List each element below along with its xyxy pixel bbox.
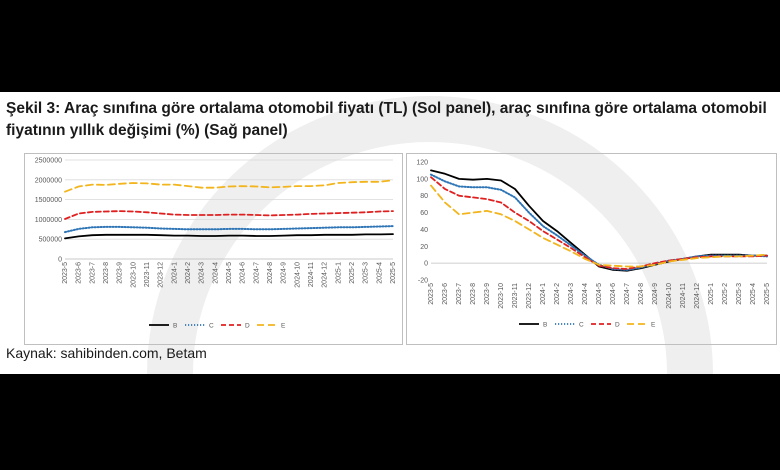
x-tick-label: 2025-2 — [349, 262, 356, 284]
source-note: Kaynak: sahibinden.com, Betam — [6, 345, 207, 361]
background-watermark-arc — [147, 96, 713, 374]
x-tick-label: 2024-3 — [568, 283, 575, 305]
y-tick-label: 80 — [420, 193, 428, 200]
legend-label-C: C — [209, 323, 214, 330]
x-tick-label: 2023-5 — [62, 262, 69, 284]
series-line-D — [64, 210, 394, 220]
x-tick-label: 2025-1 — [335, 262, 342, 284]
y-tick-label: 0 — [58, 257, 62, 264]
figure-frame: Şekil 3: Araç sınıfına göre ortalama oto… — [0, 92, 780, 374]
x-tick-label: 2023-11 — [144, 262, 151, 287]
x-tick-label: 2023-9 — [117, 262, 124, 284]
x-tick-label: 2024-10 — [294, 262, 301, 288]
y-tick-label: 0 — [424, 261, 428, 268]
legend-label-B: B — [173, 323, 177, 330]
x-tick-label: 2024-11 — [308, 262, 315, 287]
y-tick-label: 20 — [420, 244, 428, 251]
y-tick-label: 500000 — [39, 237, 62, 244]
x-tick-label: 2024-8 — [267, 262, 274, 284]
x-tick-label: 2023-10 — [498, 283, 505, 309]
x-tick-label: 2025-2 — [722, 283, 729, 305]
legend-label-D: D — [615, 322, 620, 329]
series-line-C — [64, 225, 394, 234]
x-tick-label: 2023-6 — [76, 262, 83, 284]
left-panel-chart: 0 500000 1000000 1500000 2000000 2500000 2023-… — [24, 153, 403, 345]
x-tick-label: 2024-2 — [554, 283, 561, 305]
figure-title: Şekil 3: Araç sınıfına göre ortalama oto… — [6, 100, 767, 139]
price-line-chart: 0 500000 1000000 1500000 2000000 2500000 2023-… — [35, 158, 397, 330]
x-tick-label: 2023-12 — [526, 283, 533, 309]
x-tick-label: 2024-1 — [171, 262, 178, 284]
x-tick-label: 2025-1 — [708, 283, 715, 305]
y-tick-label: 100 — [416, 176, 428, 183]
x-tick-label: 2023-11 — [512, 283, 519, 308]
x-tick-label: 2023-8 — [103, 262, 110, 284]
x-tick-label: 2024-2 — [185, 262, 192, 284]
x-tick-label: 2024-5 — [226, 262, 233, 284]
y-tick-label: 1000000 — [35, 217, 62, 224]
legend-label-B: B — [543, 322, 547, 329]
series-line-E — [430, 184, 768, 268]
x-tick-label: 2024-9 — [652, 283, 659, 305]
x-tick-label: 2024-10 — [666, 283, 673, 309]
x-tick-label: 2024-9 — [281, 262, 288, 284]
annual-change-line-chart: -20 0 20 40 60 80 100 120 2023-5 2023-6 2023-7 2023… — [416, 160, 771, 329]
x-tick-label: 2025-4 — [376, 262, 383, 284]
x-tick-label: 2023-7 — [89, 262, 96, 284]
right-panel-chart: -20 0 20 40 60 80 100 120 2023-5 2023-6 2023-7 2023… — [406, 153, 777, 345]
x-tick-label: 2024-3 — [199, 262, 206, 284]
x-tick-label: 2023-10 — [130, 262, 137, 288]
x-tick-label: 2024-6 — [240, 262, 247, 284]
x-tick-label: 2024-5 — [596, 283, 603, 305]
x-tick-label: 2023-6 — [442, 283, 449, 305]
x-tick-label: 2024-4 — [582, 283, 589, 305]
x-tick-label: 2024-4 — [212, 262, 219, 284]
y-tick-label: 2000000 — [35, 177, 62, 184]
x-tick-label: 2024-7 — [624, 283, 631, 305]
x-tick-label: 2024-11 — [680, 283, 687, 308]
legend-label-E: E — [281, 323, 286, 330]
x-tick-label: 2024-7 — [253, 262, 260, 284]
y-tick-label: 120 — [416, 160, 428, 167]
x-tick-label: 2025-3 — [363, 262, 370, 284]
y-tick-label: 1500000 — [35, 197, 62, 204]
x-tick-label: 2024-8 — [638, 283, 645, 305]
x-tick-label: 2025-3 — [736, 283, 743, 305]
x-tick-label: 2023-9 — [484, 283, 491, 305]
x-tick-label: 2023-12 — [158, 262, 165, 288]
x-tick-label: 2025-5 — [390, 262, 397, 284]
x-tick-label: 2024-6 — [610, 283, 617, 305]
y-tick-label: 60 — [420, 210, 428, 217]
x-tick-label: 2024-1 — [540, 283, 547, 305]
x-tick-label: 2025-5 — [764, 283, 771, 305]
x-tick-label: 2023-8 — [470, 283, 477, 305]
x-tick-label: 2023-7 — [456, 283, 463, 305]
legend-label-D: D — [245, 323, 250, 330]
x-tick-label: 2024-12 — [322, 262, 329, 288]
x-tick-label: 2023-5 — [428, 283, 435, 305]
y-tick-label: -20 — [418, 278, 428, 285]
series-line-E — [64, 179, 394, 193]
x-tick-label: 2024-12 — [694, 283, 701, 309]
series-line-B — [64, 233, 394, 240]
legend-label-E: E — [651, 322, 656, 329]
legend-label-C: C — [579, 322, 584, 329]
y-tick-label: 2500000 — [35, 158, 62, 165]
y-tick-label: 40 — [420, 227, 428, 234]
x-tick-label: 2025-4 — [750, 283, 757, 305]
